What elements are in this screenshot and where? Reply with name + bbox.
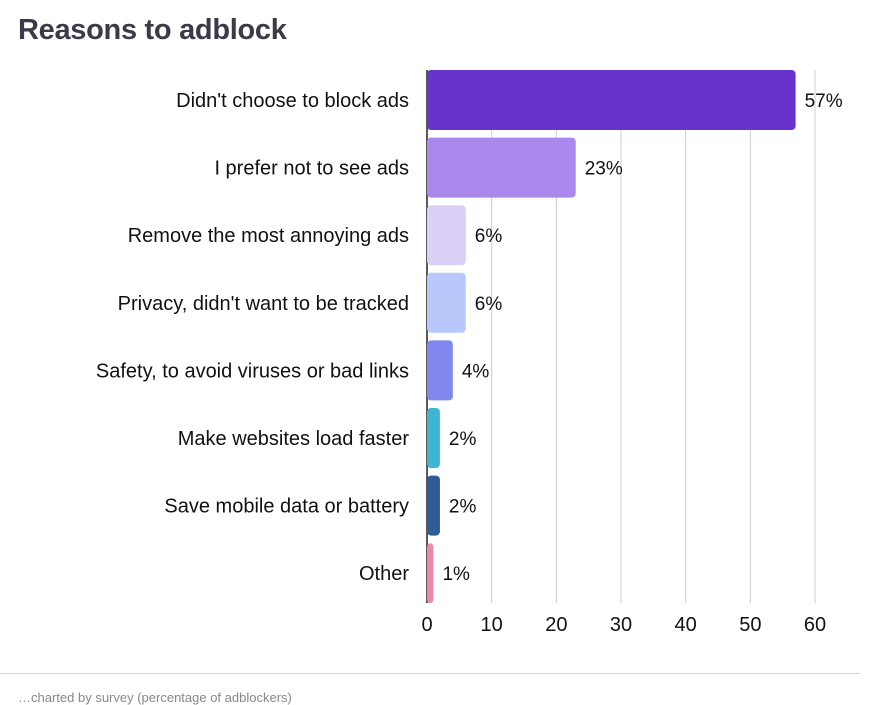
bar (427, 340, 453, 401)
bar (427, 408, 440, 468)
bar (427, 272, 466, 333)
category-label: I prefer not to see ads (214, 158, 409, 180)
category-labels: Didn't choose to block ads I prefer not t… (96, 90, 409, 585)
category-label: Privacy, didn't want to be tracked (118, 293, 409, 315)
bar (427, 70, 796, 130)
value-label: 2% (449, 497, 477, 518)
bars (427, 70, 796, 604)
x-tick-label: 0 (421, 614, 432, 636)
value-label: 57% (805, 91, 843, 112)
bar (427, 543, 434, 604)
category-label: Save mobile data or battery (164, 496, 409, 518)
bar (427, 137, 576, 198)
value-label: 6% (475, 294, 503, 315)
category-label: Remove the most annoying ads (128, 225, 409, 247)
value-label: 4% (462, 361, 490, 382)
category-label: Didn't choose to block ads (176, 90, 409, 112)
x-tick-label: 50 (739, 614, 761, 636)
footer-divider (0, 673, 860, 674)
bar-chart: Didn't choose to block ads I prefer not t… (96, 70, 843, 636)
x-axis-ticks: 0 10 20 30 40 50 60 (421, 614, 826, 636)
value-label: 1% (442, 564, 470, 585)
x-tick-label: 40 (675, 614, 697, 636)
category-label: Safety, to avoid viruses or bad links (96, 360, 409, 382)
x-tick-label: 10 (481, 614, 503, 636)
category-label: Other (359, 563, 409, 585)
category-label: Make websites load faster (178, 428, 410, 450)
value-label: 6% (475, 226, 503, 247)
chart-title: Reasons to adblock (18, 14, 287, 46)
x-tick-label: 20 (545, 614, 567, 636)
value-label: 2% (449, 429, 477, 450)
bar (427, 205, 466, 266)
value-labels: 57% 23% 6% 6% 4% 2% 2% 1% (442, 91, 842, 585)
bar (427, 475, 440, 536)
value-label: 23% (585, 159, 623, 180)
x-tick-label: 60 (804, 614, 826, 636)
footer-note: …charted by survey (percentage of adbloc… (18, 690, 292, 705)
x-tick-label: 30 (610, 614, 632, 636)
